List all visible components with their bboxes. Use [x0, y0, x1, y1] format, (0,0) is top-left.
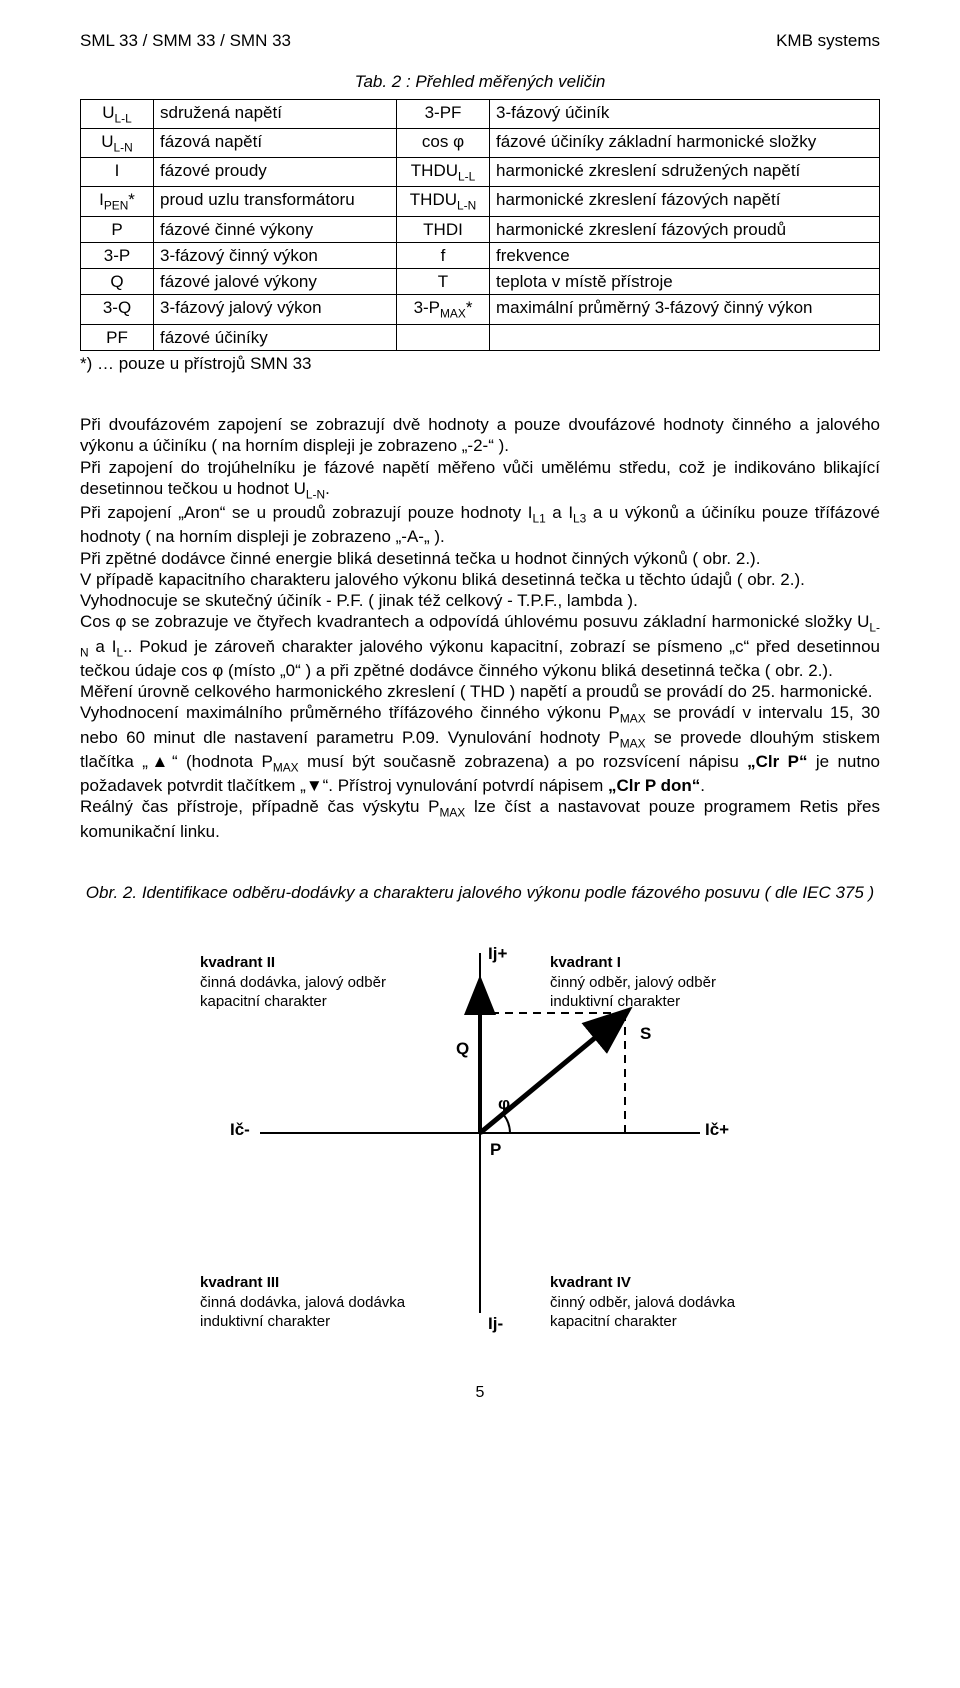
- label-q: Q: [456, 1038, 469, 1059]
- paragraph: Při zapojení do trojúhelníku je fázové n…: [80, 457, 880, 503]
- paragraph: Vyhodnocuje se skutečný účiník - P.F. ( …: [80, 590, 880, 611]
- label-phi: φ: [498, 1093, 510, 1114]
- q1-label: kvadrant I činný odběr, jalový odběr ind…: [550, 953, 716, 1012]
- table-row: 3-Q3-fázový jalový výkon3-PMAX*maximální…: [81, 295, 880, 324]
- table-row: UL-Nfázová napětícos φfázové účiníky zák…: [81, 128, 880, 157]
- header-left: SML 33 / SMM 33 / SMN 33: [80, 30, 291, 51]
- table-row: IPEN*proud uzlu transformátoruTHDUL-Nhar…: [81, 187, 880, 216]
- page-number: 5: [80, 1383, 880, 1403]
- table-row: 3-P3-fázový činný výkonffrekvence: [81, 242, 880, 268]
- axis-ic-plus: Ič+: [705, 1119, 729, 1140]
- table-row: PFfázové účiníky: [81, 324, 880, 350]
- q2-label: kvadrant II činná dodávka, jalový odběr …: [200, 953, 386, 1012]
- header-right: KMB systems: [776, 30, 880, 51]
- paragraph: Cos φ se zobrazuje ve čtyřech kvadrantec…: [80, 611, 880, 681]
- axis-ij-plus: Ij+: [488, 943, 507, 964]
- axis-ij-minus: Ij-: [488, 1313, 503, 1334]
- label-p: P: [490, 1139, 501, 1160]
- table-row: Ifázové proudyTHDUL-Lharmonické zkreslen…: [81, 158, 880, 187]
- figure-caption: Obr. 2. Identifikace odběru-dodávky a ch…: [80, 882, 880, 903]
- quantities-table: UL-Lsdružená napětí3-PF3-fázový účiníkUL…: [80, 99, 880, 351]
- paragraph: Měření úrovně celkového harmonického zkr…: [80, 681, 880, 702]
- table-row: UL-Lsdružená napětí3-PF3-fázový účiník: [81, 99, 880, 128]
- table-row: Pfázové činné výkonyTHDIharmonické zkres…: [81, 216, 880, 242]
- paragraph: V případě kapacitního charakteru jalovéh…: [80, 569, 880, 590]
- q3-label: kvadrant III činná dodávka, jalová dodáv…: [200, 1273, 405, 1332]
- page-header: SML 33 / SMM 33 / SMN 33 KMB systems: [80, 30, 880, 51]
- paragraph: Při dvoufázovém zapojení se zobrazují dv…: [80, 414, 880, 457]
- q4-label: kvadrant IV činný odběr, jalová dodávka …: [550, 1273, 735, 1332]
- body-text: Při dvoufázovém zapojení se zobrazují dv…: [80, 414, 880, 842]
- table-note: *) … pouze u přístrojů SMN 33: [80, 353, 880, 374]
- paragraph: Reálný čas přístroje, případně čas výsky…: [80, 796, 880, 842]
- quadrant-diagram: Ij+ Ij- Ič- Ič+ Q S P φ kvadrant II činn…: [80, 913, 880, 1353]
- table-row: Qfázové jalové výkonyTteplota v místě př…: [81, 269, 880, 295]
- paragraph: Při zapojení „Aron“ se u proudů zobrazuj…: [80, 502, 880, 548]
- table-caption: Tab. 2 : Přehled měřených veličin: [80, 71, 880, 92]
- paragraph: Vyhodnocení maximálního průměrného třífá…: [80, 702, 880, 796]
- axis-ic-minus: Ič-: [230, 1119, 250, 1140]
- paragraph: Při zpětné dodávce činné energie bliká d…: [80, 548, 880, 569]
- label-s: S: [640, 1023, 651, 1044]
